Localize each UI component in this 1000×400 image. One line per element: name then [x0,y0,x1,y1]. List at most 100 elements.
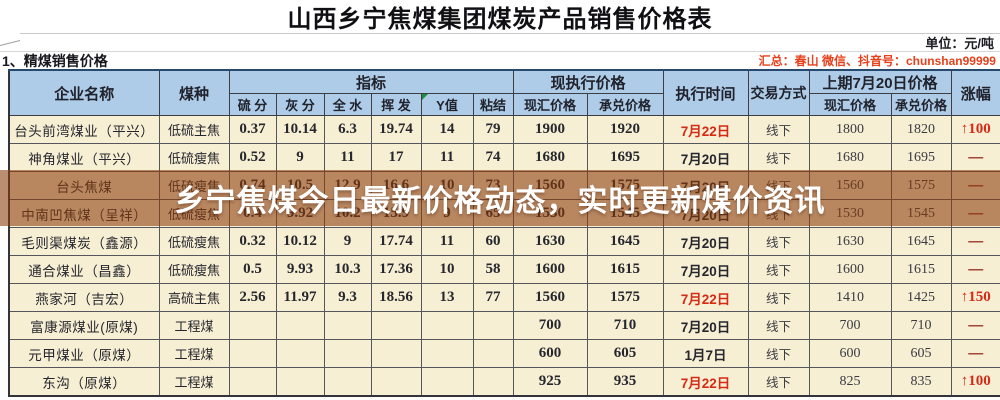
g-cell: 74 [472,143,514,172]
col-header-exec-time: 执行时间 [662,69,749,116]
date-cell: 7月22日 [662,115,749,144]
unit-row: 单位：元/吨 [0,34,1000,52]
col-header-caking: 粘结 [472,93,514,116]
y-cell [420,367,474,397]
date-cell: 7月20日 [662,255,749,284]
ash-cell: 10.12 [275,227,325,256]
company-cell: 毛则渠煤炭（鑫源） [8,227,160,256]
prev-draft-cell: 710 [890,311,952,340]
draft-cell: 935 [586,367,664,397]
g-cell: 58 [472,255,514,284]
prev-cash-cell: 600 [808,339,892,368]
draft-cell: 1575 [586,283,664,312]
ash-cell [275,311,325,340]
change-cell: — [950,311,1000,340]
table-row: 毛则渠煤炭（鑫源） 低硫瘦焦 0.32 10.12 9 17.74 11 60 1630 1645… [8,227,1000,256]
prev-draft-cell: 1820 [890,115,952,144]
prev-cash-cell: 1680 [808,143,892,172]
mode-cell: 线下 [747,115,810,144]
page-title: 山西乡宁焦煤集团煤炭产品销售价格表 [287,6,713,33]
sulfur-cell: 2.56 [228,283,277,312]
col-header-indicators: 指标 [228,69,514,94]
sulfur-cell [228,367,277,397]
y-cell: 11 [420,143,474,172]
company-cell: 富康源煤业(原煤) [8,311,160,340]
coal-cell: 工程煤 [158,367,230,397]
sulfur-cell: 0.37 [228,115,277,144]
moisture-cell [323,311,372,340]
mode-cell: 线下 [747,311,810,340]
cash-cell: 1680 [512,143,588,172]
draft-cell: 1645 [586,227,664,256]
mode-cell: 线下 [747,339,810,368]
col-header-volatile: 挥 发 [370,93,422,116]
ash-cell [275,367,325,397]
y-cell [420,311,474,340]
mode-cell: 线下 [747,367,810,397]
ash-cell [275,339,325,368]
ash-cell: 9 [275,143,325,172]
watermark-banner: 乡宁焦煤今日最新价格动态，实时更新煤价资讯 [0,170,1000,226]
col-header-trade-mode: 交易方式 [747,69,810,116]
y-cell: 13 [420,283,474,312]
company-cell: 燕家河（吉宏） [8,283,160,312]
table-row: 通合煤业（昌鑫） 低硫瘦焦 0.5 9.93 10.3 17.36 10 58 1600 1615… [8,255,1000,284]
change-cell: — [950,255,1000,284]
table-row: 燕家河（吉宏） 高硫主焦 2.56 11.97 9.3 18.56 13 77 1560 1575… [8,283,1000,312]
cash-cell: 700 [512,311,588,340]
mode-cell: 线下 [747,143,810,172]
volatile-cell [370,311,422,340]
company-cell: 台头前湾煤业（平兴） [8,115,160,144]
col-header-cash-price: 现汇价格 [512,93,588,116]
ash-cell: 9.93 [275,255,325,284]
table-row: 神角煤业（平兴） 低硫瘦焦 0.52 9 11 17 11 74 1680 1695 7月20日 线下… [8,143,1000,172]
coal-cell: 低硫瘦焦 [158,255,230,284]
moisture-cell: 10.3 [323,255,372,284]
moisture-cell [323,367,372,397]
prev-draft-cell: 1695 [890,143,952,172]
section-title: 1、精煤销售价格 [2,52,108,69]
price-table-wrap: 企业名称 煤种 指标 现执行价格 执行时间 交易方式 上期7月20日价格 涨幅 … [8,69,1000,397]
watermark-text: 乡宁焦煤今日最新价格动态，实时更新煤价资讯 [174,185,826,218]
ash-cell: 11.97 [275,283,325,312]
col-header-sulfur: 硫 分 [228,93,277,116]
title-bar: 山西乡宁焦煤集团煤炭产品销售价格表 [0,0,1000,34]
g-cell [472,367,514,397]
table-row: 富康源煤业(原煤) 工程煤 700 710 7月20日 线下 700 710— [8,311,1000,340]
y-cell: 14 [420,115,474,144]
draft-cell: 1615 [586,255,664,284]
sulfur-cell: 0.32 [228,227,277,256]
company-cell: 元甲煤业（原煤） [8,339,160,368]
change-cell: — [950,143,1000,172]
sulfur-cell: 0.52 [228,143,277,172]
mode-cell: 线下 [747,255,810,284]
mode-cell: 线下 [747,283,810,312]
summary-note: 汇总：春山 微信、抖音号：chunshan99999 [758,54,996,68]
y-cell: 11 [420,227,474,256]
prev-cash-cell: 1600 [808,255,892,284]
date-cell: 1月7日 [662,339,749,368]
date-cell: 7月20日 [662,311,749,340]
prev-cash-cell: 825 [808,367,892,397]
coal-cell: 低硫瘦焦 [158,143,230,172]
sulfur-cell [228,311,277,340]
prev-draft-cell: 1425 [890,283,952,312]
col-header-prev-price: 上期7月20日价格 [808,69,952,94]
g-cell [472,339,514,368]
draft-cell: 605 [586,339,664,368]
company-cell: 神角煤业（平兴） [8,143,160,172]
volatile-cell: 17.74 [370,227,422,256]
moisture-cell: 9.3 [323,283,372,312]
col-header-prev-cash-price: 现汇价格 [808,93,892,116]
cash-cell: 1900 [512,115,588,144]
draft-cell: 710 [586,311,664,340]
coal-cell: 工程煤 [158,311,230,340]
change-cell: ↑150 [950,283,1000,312]
prev-cash-cell: 1800 [808,115,892,144]
coal-cell: 高硫主焦 [158,283,230,312]
volatile-cell: 19.74 [370,115,422,144]
mode-cell: 线下 [747,227,810,256]
volatile-cell: 17 [370,143,422,172]
draft-cell: 1695 [586,143,664,172]
col-header-change: 涨幅 [950,69,1000,116]
